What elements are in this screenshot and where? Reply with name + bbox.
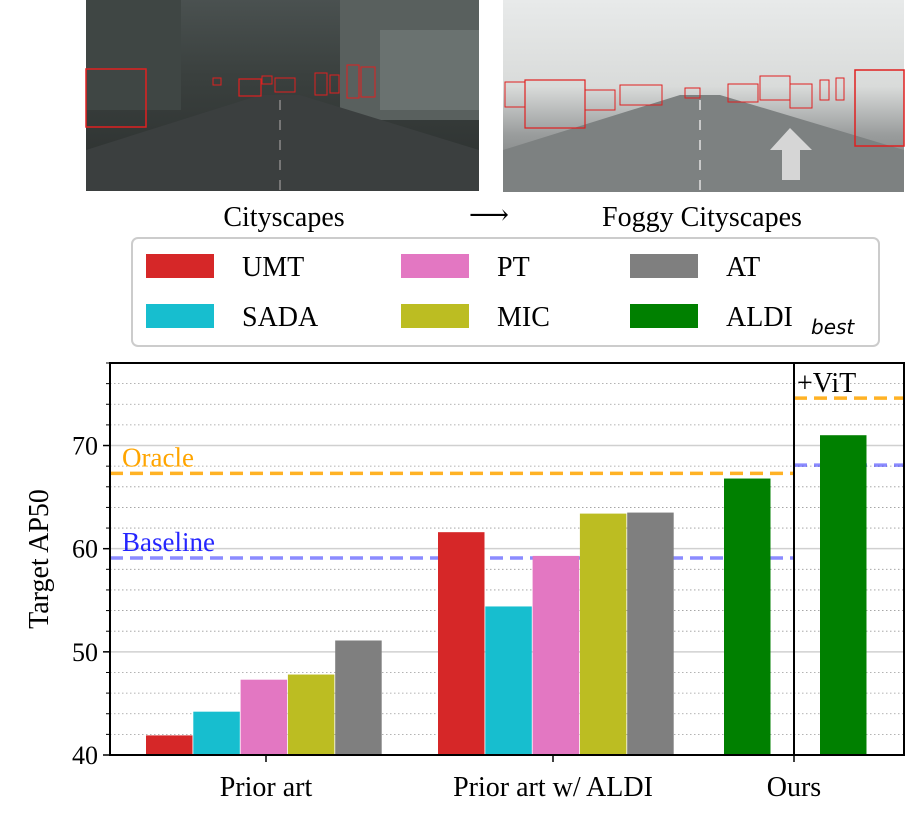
foggy-cityscapes-image [503, 0, 905, 192]
bar-pt [532, 555, 580, 755]
y-tick-label: 60 [72, 535, 98, 564]
legend-swatch-mic [401, 304, 469, 328]
cityscapes-caption: Cityscapes [223, 202, 344, 233]
bar-aldi [820, 435, 867, 755]
cityscapes-image [85, 0, 479, 191]
x-group-label: Prior art [220, 772, 313, 803]
bar-at [335, 640, 382, 755]
bar-umt [146, 735, 193, 755]
baseline-label: Baseline [122, 527, 215, 557]
legend-swatch-aldi [630, 304, 698, 328]
bar-mic [287, 674, 335, 755]
bar-pt [240, 679, 288, 755]
oracle-label: Oracle [122, 442, 194, 472]
bar-mic [579, 513, 627, 755]
legend-label-aldi: ALDI [726, 302, 793, 333]
x-group-label: Ours [767, 772, 821, 803]
x-group-label: Prior art w/ ALDI [453, 772, 653, 803]
legend-label-sada: SADA [242, 302, 319, 333]
legend-swatch-sada [146, 304, 214, 328]
y-axis-label: Target AP50 [24, 489, 55, 629]
legend-swatch-umt [146, 254, 214, 278]
bar-at [627, 512, 674, 755]
vit-panel-label: +ViT [797, 368, 856, 399]
foggy-cityscapes-caption: Foggy Cityscapes [602, 202, 802, 233]
legend-label-mic: MIC [497, 302, 550, 333]
bar-umt [438, 532, 485, 755]
arrow-glyph: ⟶ [469, 200, 509, 231]
y-tick-label: 40 [72, 741, 98, 770]
y-tick-label: 70 [72, 432, 98, 461]
legend-swatch-at [630, 254, 698, 278]
bar-sada [485, 606, 532, 755]
legend-swatch-pt [401, 254, 469, 278]
bar-sada [193, 711, 240, 755]
y-tick-label: 50 [72, 638, 98, 667]
legend-label-umt: UMT [242, 252, 304, 283]
legend-label-pt: PT [497, 252, 530, 283]
legend-label-at: AT [726, 252, 760, 283]
bar-aldi [724, 478, 771, 755]
legend-label-subscript: best [811, 315, 855, 339]
plot-frame [109, 362, 905, 756]
legend: UMT PT AT SADA MIC ALDI best [131, 237, 880, 347]
